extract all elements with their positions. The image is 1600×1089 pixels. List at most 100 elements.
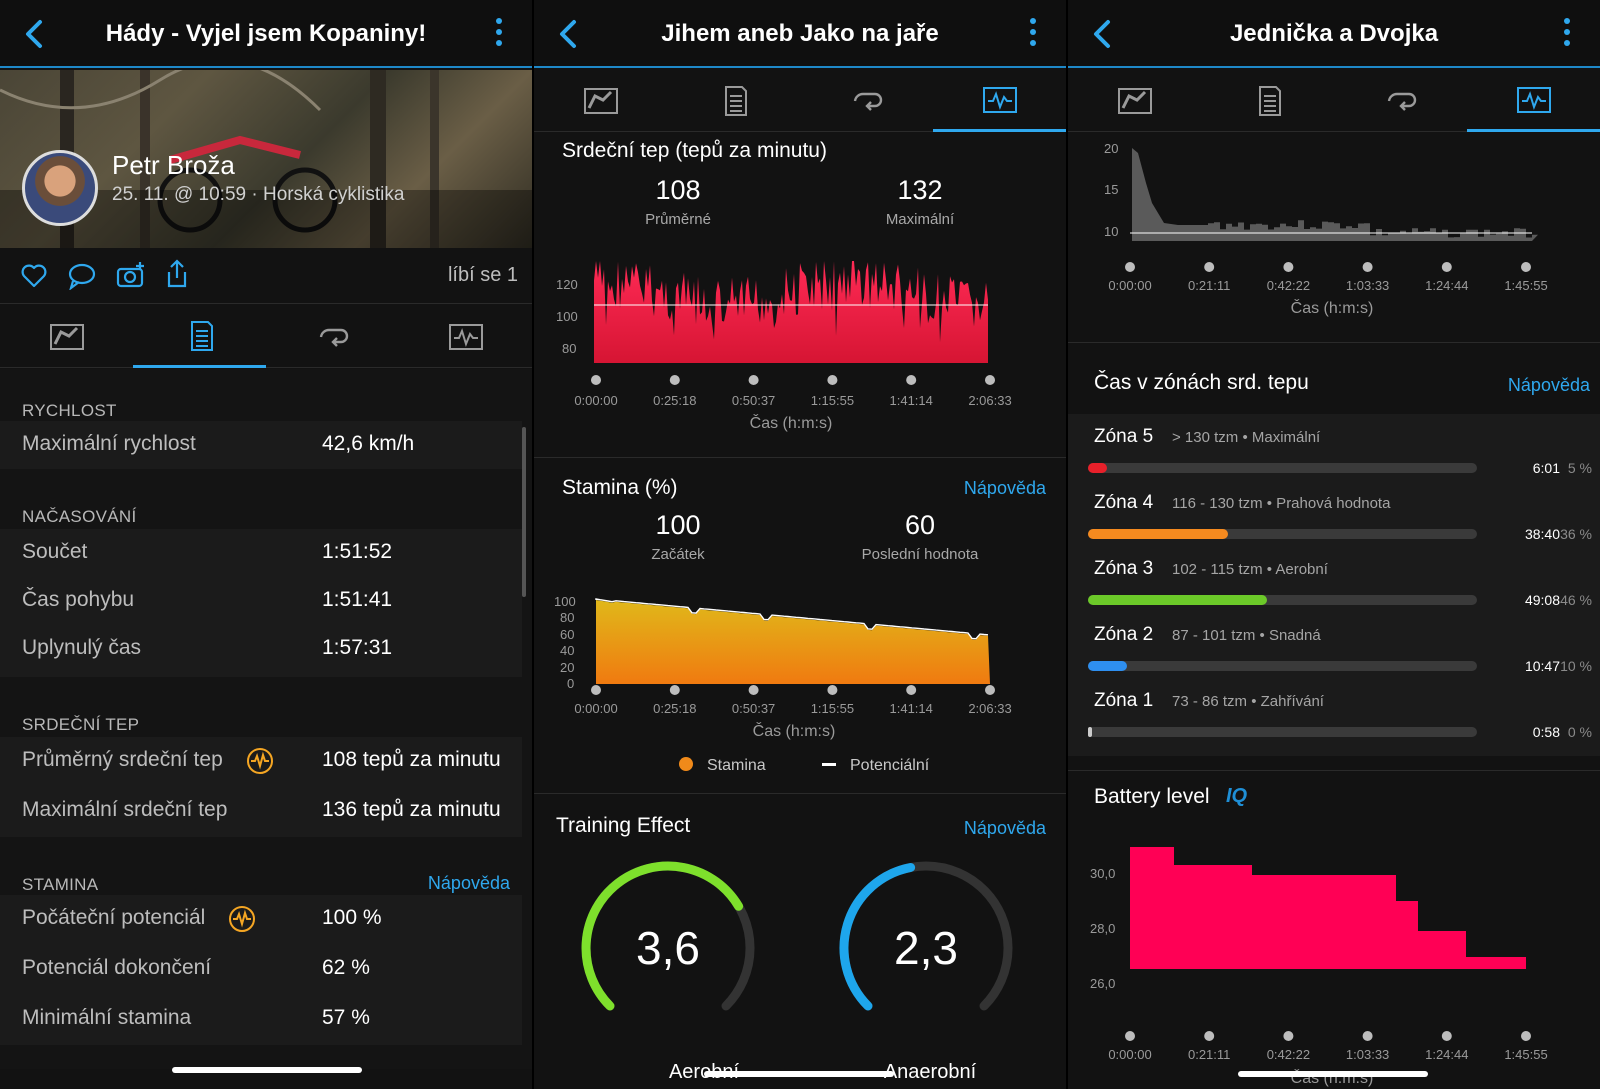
likes-count[interactable]: líbí se 1 <box>447 264 518 286</box>
zone-percent: 10 % <box>1560 658 1592 674</box>
section-hr-heading: SRDEČNÍ TEP <box>22 715 140 734</box>
zones-help-link[interactable]: Nápověda <box>1507 375 1590 395</box>
hr-card-title: Srdeční tep (tepů za minutu) <box>562 139 827 162</box>
loop-icon <box>319 328 348 347</box>
x-tick-label: 1:15:55 <box>811 393 854 408</box>
tab-charts[interactable] <box>933 70 1066 132</box>
tab-stats[interactable] <box>1201 70 1334 132</box>
stamina-card: Stamina (%) Nápověda 100 Začátek 60 Posl… <box>534 460 1066 794</box>
x-tick-label: 1:45:55 <box>1504 1047 1547 1062</box>
x-tick-label: 1:03:33 <box>1346 1047 1389 1062</box>
map-icon <box>1117 88 1152 114</box>
tab-stats[interactable] <box>667 70 800 132</box>
more-menu-icon[interactable] <box>1026 18 1040 52</box>
stamina-area <box>596 600 990 684</box>
comment-icon[interactable] <box>67 262 97 290</box>
top-y-tick: 15 <box>1104 182 1118 197</box>
loop-icon <box>1387 92 1416 111</box>
share-icon[interactable] <box>164 258 190 290</box>
stat-value: 108 tepů za minutu <box>322 748 501 771</box>
x-tick-label: 1:41:14 <box>890 393 933 408</box>
home-indicator <box>704 1071 894 1077</box>
stamina-help-link[interactable]: Nápověda <box>427 873 510 893</box>
heart-rate-icon[interactable] <box>246 747 274 775</box>
aerobic-gauge[interactable]: 3,6 <box>572 852 764 1044</box>
avatar[interactable] <box>22 150 98 226</box>
x-tick-dot <box>669 685 680 695</box>
zone-description: 87 - 101 tzm • Snadná <box>1172 627 1321 644</box>
top-bar: Jednička a Dvojka <box>1068 0 1600 68</box>
heart-icon[interactable] <box>20 262 48 290</box>
x-tick-dot <box>906 375 917 385</box>
scrollbar[interactable] <box>522 427 526 597</box>
stamina-help-link[interactable]: Nápověda <box>963 478 1046 498</box>
tab-charts[interactable] <box>399 306 532 368</box>
hr-zones-title: Čas v zónách srd. tepu <box>1094 371 1309 394</box>
zone-name: Zóna 1 <box>1094 690 1154 711</box>
stat-label: Maximální rychlost <box>22 432 196 455</box>
athlete-name[interactable]: Petr Broža <box>112 150 235 180</box>
x-tick-label: 0:00:00 <box>1108 278 1151 293</box>
tab-overview[interactable] <box>534 70 667 132</box>
tab-overview[interactable] <box>1068 70 1201 132</box>
tab-stats[interactable] <box>133 306 266 368</box>
document-icon <box>1258 86 1281 116</box>
back-arrow-icon[interactable] <box>552 16 586 52</box>
heart-rate-icon[interactable] <box>228 905 256 933</box>
top-x-axis: 0:00:00 0:21:11 0:42:22 1:03:33 1:24:44 1:45:… <box>1108 262 1548 293</box>
hr-zone-row: Zóna 5 > 130 tzm • Maximální 6:01 5 % <box>1068 422 1600 487</box>
back-arrow-icon[interactable] <box>18 16 52 52</box>
x-tick-label: 0:50:37 <box>732 701 775 716</box>
battery-chart[interactable]: 30,0 28,0 26,0 0:00:00 0:21:11 0:42:22 1:03… <box>1068 821 1600 1089</box>
stamina-y-tick: 20 <box>560 660 574 675</box>
stamina-chart[interactable]: 100 80 60 40 20 0 0:00:00 0:25:18 0:50:37 1… <box>534 588 1066 788</box>
x-tick-dot <box>1521 262 1531 272</box>
hr-chart[interactable]: 120 100 80 0:00:00 0:25:18 0:50:37 1:15:55 1… <box>534 253 1066 453</box>
battery-card: Battery level IQ 30,0 28,0 26,0 0:00:00 0… <box>1068 770 1600 1089</box>
tab-laps[interactable] <box>800 70 933 132</box>
zone-bar-fill <box>1088 661 1127 671</box>
hr-max-value: 132 <box>897 175 943 205</box>
hr-x-axis: 0:00:00 0:25:18 0:50:37 1:15:55 1:41:14 2:06:… <box>574 375 1012 408</box>
training-help-link[interactable]: Nápověda <box>963 818 1046 838</box>
stat-label: Počáteční potenciál <box>22 906 206 929</box>
stat-label: Minimální stamina <box>22 1006 192 1029</box>
stat-label: Potenciál dokončení <box>22 956 212 979</box>
stat-value: 62 % <box>322 956 370 979</box>
x-tick-dot <box>748 375 759 385</box>
x-tick-label: 1:41:14 <box>890 701 933 716</box>
stat-value: 57 % <box>322 1006 370 1029</box>
back-arrow-icon[interactable] <box>1086 16 1120 52</box>
anaerobic-gauge[interactable]: 2,3 <box>830 852 1022 1044</box>
tab-laps[interactable] <box>266 306 399 368</box>
activity-panel-3: Jednička a Dvojka 20 15 10 0:00:00 0:21:1… <box>1068 0 1600 1089</box>
more-menu-icon[interactable] <box>492 18 506 52</box>
x-tick-label: 0:00:00 <box>574 701 617 716</box>
home-indicator <box>1238 1071 1428 1077</box>
stat-row-end-potential: Potenciál dokončení 62 % <box>0 945 522 995</box>
stat-row-max-hr: Maximální srdeční tep 136 tepů za minutu <box>0 787 522 837</box>
x-tick-dot <box>1441 1031 1452 1041</box>
x-tick-dot <box>1283 262 1294 272</box>
zone-time: 49:08 <box>1524 592 1560 608</box>
battery-y-tick: 26,0 <box>1090 976 1115 991</box>
stat-value: 100 % <box>322 906 382 929</box>
x-tick-label: 1:24:44 <box>1425 1047 1468 1062</box>
x-tick-label: 0:50:37 <box>732 393 775 408</box>
stat-value: 1:57:31 <box>322 636 393 659</box>
stat-label: Čas pohybu <box>22 588 135 611</box>
zone-percent: 5 % <box>1567 460 1592 476</box>
x-tick-dot <box>985 375 995 385</box>
zone-bar-fill <box>1088 463 1108 473</box>
stat-row-total: Součet 1:51:52 <box>0 529 522 577</box>
tab-overview[interactable] <box>0 306 133 368</box>
tab-charts[interactable] <box>1467 70 1600 132</box>
x-tick-dot <box>1125 262 1135 272</box>
x-tick-label: 1:03:33 <box>1346 278 1389 293</box>
x-tick-label: 1:15:55 <box>811 701 854 716</box>
top-chart[interactable]: 20 15 10 0:00:00 0:21:11 0:42:22 1:03:33 1:2… <box>1068 133 1600 333</box>
add-photo-icon[interactable] <box>115 260 147 290</box>
tab-laps[interactable] <box>1334 70 1467 132</box>
more-menu-icon[interactable] <box>1560 18 1574 52</box>
stat-row-min-stamina: Minimální stamina 57 % <box>0 995 522 1045</box>
